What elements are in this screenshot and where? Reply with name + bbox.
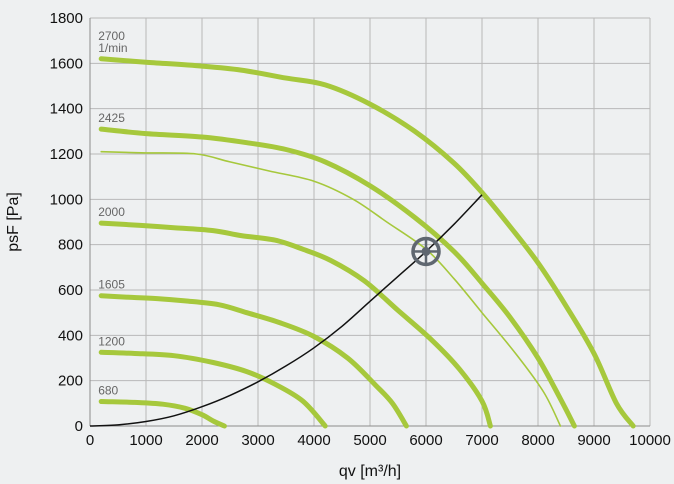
curves xyxy=(89,56,636,429)
operating-point-marker xyxy=(411,236,441,267)
y-tick-label: 1000 xyxy=(50,191,83,208)
curve-label: 2000 xyxy=(98,205,125,219)
y-tick-label: 600 xyxy=(58,282,83,299)
y-axis-title: psF [Pa] xyxy=(5,192,22,252)
y-tick-label: 800 xyxy=(58,237,83,254)
x-tick-label: 4000 xyxy=(297,432,330,449)
fan-curve-2425 xyxy=(98,126,577,429)
y-tick-label: 0 xyxy=(75,418,83,435)
x-tick-label: 6000 xyxy=(409,432,442,449)
x-tick-label: 3000 xyxy=(241,432,274,449)
y-tick-label: 400 xyxy=(58,327,83,344)
y-tick-label: 1400 xyxy=(50,101,83,118)
x-tick-label: 1000 xyxy=(129,432,162,449)
x-tick-label: 7000 xyxy=(465,432,498,449)
x-tick-label: 5000 xyxy=(353,432,386,449)
fan-curve-1200 xyxy=(98,349,328,429)
tick-labels: 0 1000 2000 3000 4000 5000 6000 7000 8000 9000 100… xyxy=(50,10,671,449)
curve-label: 1/min xyxy=(98,41,127,55)
curve-label: 1605 xyxy=(98,278,125,292)
fan-curve-2000 xyxy=(98,220,493,429)
y-tick-label: 1800 xyxy=(50,10,83,27)
fan-curve-2700-1-min xyxy=(98,56,636,429)
y-tick-label: 1200 xyxy=(50,146,83,163)
fan-curve-1605 xyxy=(98,293,409,429)
x-tick-label: 2000 xyxy=(185,432,218,449)
grid xyxy=(89,17,651,427)
system-curve xyxy=(89,194,483,427)
y-tick-label: 1600 xyxy=(50,55,83,72)
x-tick-label: 10000 xyxy=(629,432,671,449)
curve-label: 1200 xyxy=(98,334,125,348)
fan-curve-2425-thin- xyxy=(100,150,562,427)
x-axis-title: qv [m³/h] xyxy=(339,463,401,480)
x-tick-label: 9000 xyxy=(577,432,610,449)
y-tick-label: 200 xyxy=(58,373,83,390)
curve-label: 2700 xyxy=(98,29,125,43)
x-tick-label: 0 xyxy=(86,432,94,449)
fan-curve-680 xyxy=(98,399,227,429)
x-tick-label: 8000 xyxy=(521,432,554,449)
curve-label: 2425 xyxy=(98,111,125,125)
curve-label: 680 xyxy=(98,384,118,398)
